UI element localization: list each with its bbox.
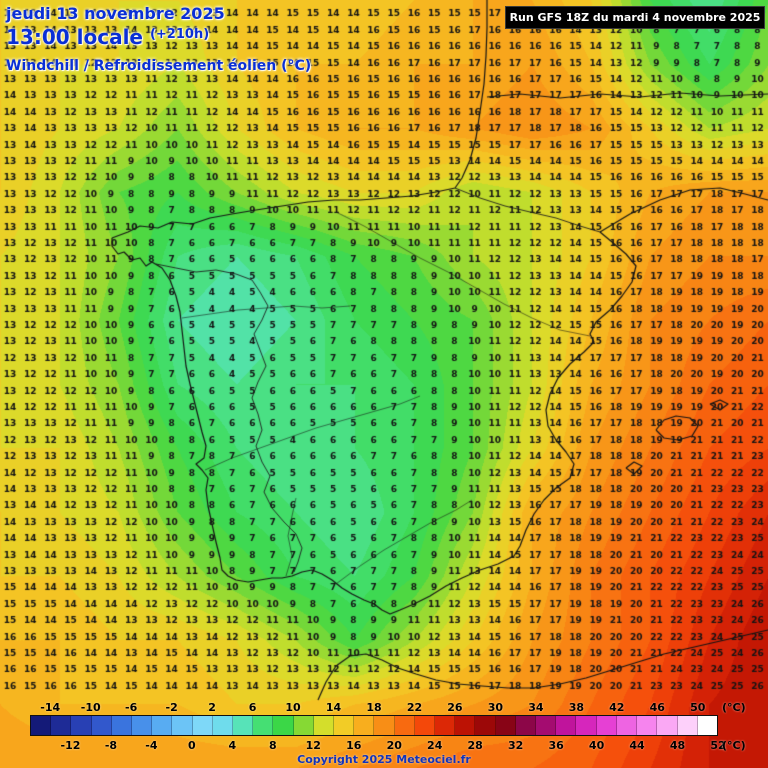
colorbar-tick: -10: [80, 701, 101, 714]
colorbar-tick: 28: [467, 739, 483, 752]
colorbar-tick: 24: [427, 739, 443, 752]
colorbar-tick: 12: [305, 739, 321, 752]
forecast-offset: (+210h): [149, 27, 210, 42]
colorbar-cell: [212, 716, 234, 735]
colorbar-legend: -14 -10 -6 -2 2 6 10 14 18 22 26 30 34 38 42 46 50 -12 -8…: [0, 700, 768, 768]
colorbar-tick: -8: [104, 739, 118, 752]
colorbar-tick: -2: [165, 701, 178, 714]
colorbar-cell: [132, 716, 153, 735]
colorbar-cell: [273, 716, 294, 735]
colorbar-cell: [596, 716, 617, 735]
colorbar-cell: [616, 716, 638, 735]
colorbar-cell: [556, 716, 577, 735]
copyright: Copyright 2025 Meteociel.fr: [297, 753, 471, 766]
colorbar-tick: 2: [208, 701, 216, 714]
colorbar-tick: 44: [629, 739, 645, 752]
colorbar-cell: [293, 716, 314, 735]
colorbar-cell: [697, 716, 717, 735]
colorbar-tick: 50: [690, 701, 706, 714]
colorbar-cell: [111, 716, 133, 735]
colorbar-cell: [233, 716, 254, 735]
colorbar-tick: 26: [447, 701, 463, 714]
colorbar-cell: [152, 716, 173, 735]
colorbar-cell: [657, 716, 678, 735]
colorbar-cell: [334, 716, 355, 735]
colorbar-tick: 16: [346, 739, 362, 752]
colorbar-tick: 18: [366, 701, 382, 714]
colorbar-tick: 52: [710, 739, 726, 752]
colorbar-tick: 42: [609, 701, 625, 714]
colorbar-cell: [576, 716, 597, 735]
colorbar-tick: 0: [188, 739, 196, 752]
colorbar-tick: -12: [60, 739, 81, 752]
colorbar-tick: 36: [548, 739, 564, 752]
colorbar-tick: 32: [507, 739, 524, 752]
colorbar-cell: [394, 716, 415, 735]
colorbar-tick: 46: [649, 701, 665, 714]
colorbar-tick: 6: [248, 701, 257, 714]
colorbar: [30, 715, 718, 736]
colorbar-cell: [354, 716, 375, 735]
model-run-info: Run GFS 18Z du mardi 4 novembre 2025: [505, 6, 765, 29]
colorbar-cell: [455, 716, 476, 735]
colorbar-cell: [192, 716, 213, 735]
valid-date: jeudi 13 novembre 2025: [6, 4, 225, 23]
colorbar-cell: [374, 716, 395, 735]
colorbar-cell: [515, 716, 537, 735]
colorbar-tick: 20: [386, 739, 402, 752]
colorbar-cell: [31, 716, 52, 735]
colorbar-tick: 38: [568, 701, 584, 714]
colorbar-tick: 4: [228, 739, 237, 752]
colorbar-tick: 40: [588, 739, 605, 752]
colorbar-tick: 30: [487, 701, 504, 714]
colorbar-cell: [51, 716, 72, 735]
map-title: Windchill / Refroidissement éolien (°C): [6, 58, 312, 74]
colorbar-tick: 14: [325, 701, 342, 714]
colorbar-tick: -6: [125, 701, 138, 714]
valid-time: 13:00 locale: [6, 25, 143, 49]
colorbar-bottom-labels: -12 -8 -4 0 4 8 12 16 20 24 28 32 36 40 44 48 52: [0, 739, 768, 752]
colorbar-tick: 10: [285, 701, 301, 714]
map-header: jeudi 13 novembre 2025 13:00 locale (+21…: [6, 4, 311, 74]
colorbar-cell: [71, 716, 92, 735]
valid-time-row: 13:00 locale (+210h): [6, 25, 311, 49]
colorbar-tick: 48: [669, 739, 686, 752]
colorbar-cell: [172, 716, 193, 735]
unit-label-top: (°C): [722, 701, 746, 714]
colorbar-tick: 34: [528, 701, 544, 714]
colorbar-cell: [91, 716, 112, 735]
colorbar-cell: [414, 716, 436, 735]
colorbar-cell: [677, 716, 698, 735]
colorbar-tick: -14: [40, 701, 61, 714]
colorbar-cell: [435, 716, 456, 735]
colorbar-cell: [253, 716, 274, 735]
colorbar-tick: 22: [406, 701, 423, 714]
colorbar-cell: [637, 716, 658, 735]
unit-label-bottom: (°C): [722, 739, 746, 752]
colorbar-cell: [475, 716, 496, 735]
colorbar-tick: -4: [145, 739, 158, 752]
colorbar-cell: [495, 716, 516, 735]
colorbar-top-labels: -14 -10 -6 -2 2 6 10 14 18 22 26 30 34 38 42 46 50: [0, 701, 768, 714]
colorbar-tick: 8: [268, 739, 277, 752]
colorbar-cell: [313, 716, 335, 735]
colorbar-cell: [536, 716, 557, 735]
